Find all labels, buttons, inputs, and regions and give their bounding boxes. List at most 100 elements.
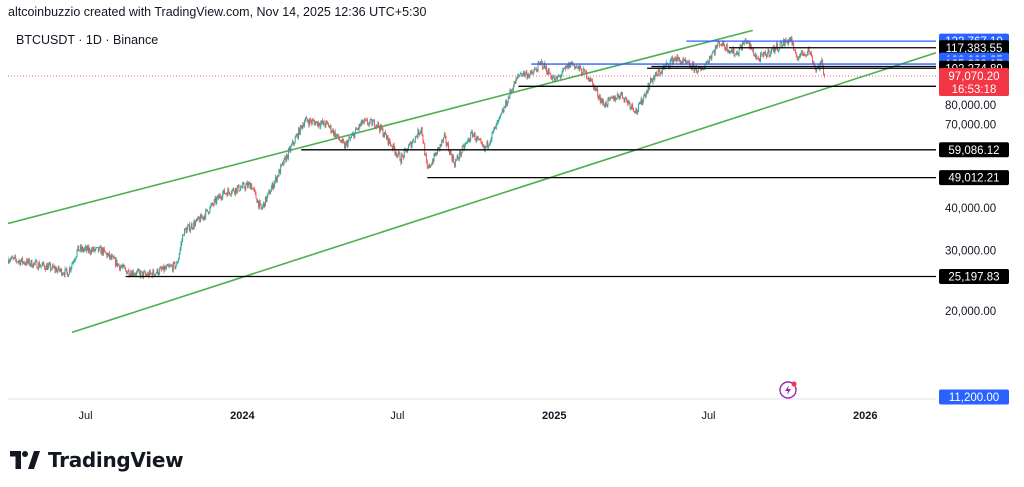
candle-body (115, 259, 117, 266)
candle-body (499, 116, 501, 119)
candle-body (415, 136, 417, 137)
candle-body (432, 160, 434, 162)
candle-body (111, 256, 113, 259)
candle-body (346, 141, 348, 147)
price-tag-label: 49,012.21 (948, 173, 999, 185)
candle-body (612, 96, 614, 99)
candle-body (160, 267, 161, 269)
candle-body (27, 259, 29, 263)
candle-body (780, 41, 782, 44)
candle-body (385, 131, 386, 135)
candle-body (484, 146, 486, 150)
candle-body (494, 126, 496, 130)
candle-body (375, 125, 377, 128)
candle-body (379, 126, 380, 132)
candle-body (325, 121, 327, 127)
candle-body (45, 264, 47, 270)
candle-body (70, 267, 72, 271)
candle-body (783, 39, 785, 46)
candle-body (165, 267, 167, 269)
candle-body (663, 67, 665, 68)
candle-body (90, 252, 92, 254)
candle-body (798, 57, 800, 60)
candle-body (135, 274, 137, 276)
candle-body (175, 265, 177, 269)
candle-body (534, 68, 536, 71)
candle-body (608, 97, 610, 99)
candle-body (122, 264, 124, 267)
candle-body (592, 80, 594, 84)
candle-body (28, 259, 30, 266)
candle-body (495, 123, 497, 129)
candle-body (190, 224, 192, 229)
candle-body (472, 134, 474, 137)
candle-body (218, 195, 219, 199)
candle-body (719, 44, 721, 46)
candle-body (416, 136, 418, 138)
candle-body (671, 57, 673, 60)
candle-body (26, 259, 28, 265)
candle-body (391, 146, 393, 149)
candle-body (754, 55, 755, 57)
candle-body (354, 131, 356, 138)
candle-body (575, 66, 576, 69)
candle-body (223, 189, 225, 193)
candle-body (429, 164, 431, 168)
candle-body (273, 185, 275, 189)
chart-area[interactable]: BTCUSDT · 1D · Binance Jul 2024 Jul 2025 Jul… (8, 27, 1016, 429)
candle-body (767, 49, 769, 54)
candle-body (478, 138, 480, 140)
candle-body (489, 143, 490, 145)
candle-body (79, 250, 81, 252)
candle-body (501, 110, 503, 113)
candle-body (600, 98, 602, 103)
candle-body (289, 148, 291, 152)
candle-body (541, 61, 542, 62)
candle-body (581, 68, 582, 74)
candle-body (605, 102, 607, 106)
lightning-icon[interactable] (779, 381, 797, 399)
candle-body (138, 269, 140, 272)
candle-body (799, 55, 801, 58)
candle-body (582, 68, 584, 75)
candle-body (11, 256, 13, 258)
price-chart[interactable]: BTCUSDT · 1D · Binance Jul 2024 Jul 2025 Jul… (8, 27, 1016, 429)
candle-body (425, 154, 427, 162)
candle-body (143, 272, 144, 277)
candle-body (497, 120, 499, 123)
candle-body (67, 271, 69, 277)
candle-body (157, 269, 159, 275)
candle-body (151, 273, 153, 277)
candle-body (55, 268, 57, 271)
candle-body (588, 77, 590, 80)
candle-body (149, 270, 150, 277)
candle-body (782, 45, 784, 48)
candle-body (368, 124, 369, 125)
candle-body (679, 57, 680, 61)
candle-body (490, 138, 492, 142)
candle-body (542, 67, 544, 69)
candle-body (450, 150, 452, 155)
candle-body (610, 97, 612, 98)
candle-body (777, 49, 779, 51)
candle-body (412, 139, 414, 144)
candle-body (566, 65, 568, 68)
candle-body (255, 192, 257, 199)
candle-body (806, 54, 807, 56)
candle-body (535, 68, 536, 70)
candle-body (823, 65, 824, 74)
candle-body (366, 119, 368, 121)
candle-body (30, 260, 32, 265)
candle-body (668, 66, 670, 68)
candle-body (129, 275, 131, 277)
candle-body (448, 150, 450, 155)
candle-body (790, 37, 792, 41)
candle-body (624, 98, 626, 102)
candle-body (430, 165, 432, 168)
candle-body (794, 50, 796, 54)
candle-body (112, 256, 114, 258)
candle-body (56, 268, 58, 273)
candle-body (317, 122, 319, 127)
candle-body (91, 249, 93, 251)
candle-body (196, 218, 198, 220)
